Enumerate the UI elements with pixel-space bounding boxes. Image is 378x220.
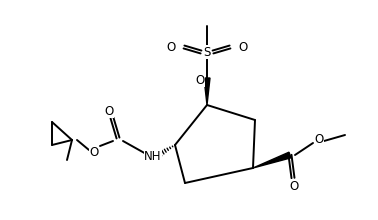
Text: O: O	[195, 73, 204, 86]
Text: NH: NH	[144, 150, 162, 163]
Text: O: O	[166, 40, 176, 53]
Text: O: O	[89, 145, 99, 158]
Text: O: O	[104, 104, 114, 117]
Polygon shape	[253, 152, 291, 168]
Text: O: O	[290, 180, 299, 192]
Text: O: O	[314, 132, 324, 145]
Polygon shape	[204, 78, 210, 105]
Text: S: S	[203, 46, 211, 59]
Text: O: O	[239, 40, 248, 53]
